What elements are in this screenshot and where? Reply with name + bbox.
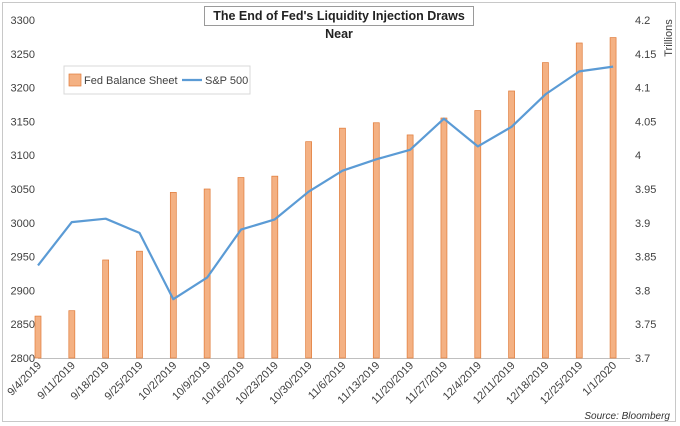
chart-source: Source: Bloomberg bbox=[584, 411, 670, 422]
bar bbox=[34, 315, 42, 359]
bar bbox=[508, 90, 515, 359]
chart-title: The End of Fed's Liquidity Injection Dra… bbox=[204, 6, 474, 41]
right-tick-label: 3.8 bbox=[635, 285, 650, 297]
bar bbox=[237, 177, 245, 359]
left-tick-label: 2850 bbox=[11, 319, 35, 331]
right-tick-label: 4.15 bbox=[635, 49, 656, 61]
x-tick-label: 1/1/2020 bbox=[580, 360, 619, 399]
chart-frame bbox=[2, 2, 676, 422]
right-tick-label: 3.95 bbox=[635, 184, 656, 196]
bar bbox=[68, 310, 76, 359]
bar bbox=[575, 42, 583, 359]
left-tick-label: 2950 bbox=[11, 252, 35, 264]
right-tick-label: 4 bbox=[635, 150, 641, 162]
bar bbox=[102, 259, 110, 359]
bar bbox=[406, 134, 414, 359]
left-tick-label: 3150 bbox=[11, 116, 35, 128]
left-tick-label: 2800 bbox=[11, 353, 35, 365]
bar bbox=[169, 192, 177, 359]
legend-label-sp500: S&P 500 bbox=[205, 75, 248, 87]
bar bbox=[305, 141, 312, 359]
bar bbox=[542, 62, 549, 359]
right-tick-label: 4.2 bbox=[635, 15, 650, 27]
bar bbox=[372, 122, 380, 359]
left-tick-label: 3050 bbox=[11, 184, 35, 196]
legend-swatch-fed-balance-sheet bbox=[68, 73, 82, 87]
legend-label-fed-balance-sheet: Fed Balance Sheet bbox=[84, 75, 178, 87]
right-tick-label: 3.75 bbox=[635, 319, 656, 331]
bar bbox=[339, 127, 346, 359]
left-tick-label: 3000 bbox=[11, 218, 35, 230]
right-tick-label: 3.7 bbox=[635, 353, 650, 365]
bar bbox=[136, 250, 143, 359]
right-tick-label: 4.1 bbox=[635, 83, 650, 95]
bar bbox=[271, 175, 279, 359]
bar bbox=[609, 37, 617, 359]
right-tick-label: 4.05 bbox=[635, 116, 656, 128]
left-tick-label: 3250 bbox=[11, 49, 35, 61]
series-line-sp500 bbox=[37, 65, 614, 301]
bar bbox=[474, 110, 482, 359]
bar bbox=[440, 117, 448, 359]
right-tick-label: 3.9 bbox=[635, 218, 650, 230]
right-axis-title: Trillions bbox=[663, 19, 675, 57]
left-tick-label: 2900 bbox=[11, 285, 35, 297]
left-tick-label: 3300 bbox=[11, 15, 35, 27]
legend-box bbox=[63, 65, 251, 95]
left-tick-label: 3100 bbox=[11, 150, 35, 162]
left-tick-label: 3200 bbox=[11, 83, 35, 95]
right-tick-label: 3.85 bbox=[635, 252, 656, 264]
